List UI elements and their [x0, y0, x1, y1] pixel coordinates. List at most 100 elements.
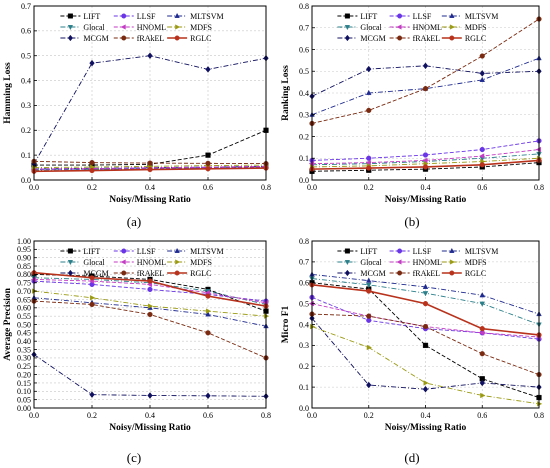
- x-tick-label: 0.4: [421, 183, 431, 192]
- series-line: [33, 290, 267, 317]
- y-tick-label: 0.05: [17, 395, 31, 404]
- y-tick-label: 0.80: [17, 270, 31, 279]
- x-axis-title: Noisy/Missing Ratio: [109, 195, 191, 205]
- legend-item-lift: LIFT: [337, 12, 377, 21]
- series-line: [311, 296, 540, 340]
- data-point: [479, 70, 485, 77]
- y-tick-label: 0.3: [299, 341, 309, 350]
- x-tick-label: 0.0: [29, 183, 39, 192]
- legend-marker: [67, 248, 73, 254]
- series-frakel: [31, 158, 269, 167]
- data-point: [480, 392, 486, 399]
- y-tick-label: 0.45: [17, 329, 31, 338]
- legend-marker: [449, 24, 455, 30]
- data-point: [479, 376, 485, 382]
- data-point: [422, 283, 429, 289]
- chart-panel-4: 0.0 0.2 0.4 0.6 0.8 0.0 0.1 0.2 0.3 0.4 0.5 0.6 0.7 0…: [281, 237, 544, 465]
- legend-marker: [174, 12, 180, 18]
- x-tick-label: 0.0: [307, 183, 317, 192]
- data-point: [147, 160, 153, 166]
- y-tick-label: 0.5: [21, 52, 31, 61]
- data-point: [479, 53, 485, 59]
- y-tick-label: 0.30: [17, 354, 31, 363]
- data-point: [479, 379, 485, 387]
- y-tick-label: 0.7: [299, 24, 309, 33]
- legend-marker: [174, 270, 180, 276]
- legend-item-mdfs: MDFS: [167, 23, 212, 32]
- series-rglc: [309, 282, 542, 338]
- legend-item-hnoml: HNOML: [389, 258, 442, 267]
- data-point: [366, 344, 372, 351]
- y-tick-label: 0.6: [299, 45, 309, 54]
- x-tick-label: 0.2: [87, 183, 97, 192]
- legend-label: MDFS: [190, 258, 212, 267]
- y-axis-title: Ranking Loss: [281, 65, 291, 121]
- legend-label: MLTSVM: [465, 247, 499, 256]
- y-axis-title: Average Precision: [3, 287, 13, 360]
- series-llsf: [309, 138, 542, 164]
- legend-marker: [344, 269, 350, 277]
- series-hnoml: [308, 300, 541, 340]
- y-tick-label: 0.70: [17, 287, 31, 296]
- legend-item-rglc: RGLC: [167, 34, 211, 43]
- legend-label: RGLC: [190, 34, 211, 43]
- series-lift: [309, 280, 542, 401]
- y-tick-label: 0.2: [299, 362, 309, 371]
- legend-marker: [121, 248, 127, 254]
- legend-label: LIFT: [83, 247, 100, 256]
- legend-label: HNOML: [137, 258, 166, 267]
- x-tick-label: 0.6: [203, 183, 213, 192]
- x-tick-label: 0.2: [364, 183, 374, 192]
- y-tick-label: 0.2: [21, 126, 31, 135]
- data-point: [147, 278, 153, 284]
- data-point: [366, 155, 372, 161]
- series-line: [33, 164, 267, 169]
- x-tick-label: 0.4: [145, 183, 155, 192]
- legend-item-mdfs: MDFS: [441, 23, 487, 32]
- legend-item-mdfs: MDFS: [441, 258, 487, 267]
- legend-marker: [449, 247, 455, 253]
- legend-marker: [175, 259, 181, 265]
- legend-label: LLSF: [137, 12, 156, 21]
- data-point: [147, 286, 153, 293]
- y-tick-label: 0.50: [17, 320, 31, 329]
- data-point: [205, 152, 211, 158]
- x-axis-title: Noisy/Missing Ratio: [109, 423, 191, 433]
- data-point: [148, 303, 154, 309]
- legend-label: MCGM: [83, 34, 108, 43]
- legend-marker: [175, 24, 181, 30]
- y-tick-label: 0.2: [299, 132, 309, 141]
- legend-label: RGLC: [465, 269, 486, 278]
- legend-label: LIFT: [360, 247, 377, 256]
- series-line: [311, 65, 540, 97]
- legend-item-hnoml: HNOML: [113, 23, 166, 32]
- y-tick-label: 0.60: [17, 304, 31, 313]
- x-tick-label: 0.2: [87, 411, 97, 420]
- data-point: [366, 288, 372, 294]
- legend: LIFT LLSF MLTSVM Glocal HNOML MDFS MCGM fRAkEL R…: [60, 247, 224, 278]
- y-tick-label: 0.55: [17, 312, 31, 321]
- y-tick-label: 0.20: [17, 370, 31, 379]
- data-point: [366, 381, 372, 389]
- panel-caption: (c): [127, 450, 141, 465]
- y-tick-label: 0.1: [299, 383, 309, 392]
- series-mcgm: [31, 52, 269, 168]
- data-point: [479, 301, 485, 307]
- legend-item-mcgm: MCGM: [337, 34, 386, 43]
- y-tick-label: 0.25: [17, 362, 31, 371]
- y-tick-label: 0.1: [299, 154, 309, 163]
- y-tick-label: 0.65: [17, 295, 31, 304]
- legend-label: LLSF: [137, 247, 156, 256]
- legend-marker: [397, 35, 403, 41]
- y-tick-label: 0.75: [17, 279, 31, 288]
- data-point: [479, 153, 485, 159]
- legend-label: MCGM: [360, 34, 385, 43]
- data-point: [90, 295, 96, 301]
- legend-marker: [344, 13, 350, 19]
- data-point: [479, 162, 485, 168]
- data-point: [89, 160, 95, 166]
- data-point: [365, 159, 371, 166]
- data-point: [89, 275, 95, 281]
- data-point: [422, 323, 429, 330]
